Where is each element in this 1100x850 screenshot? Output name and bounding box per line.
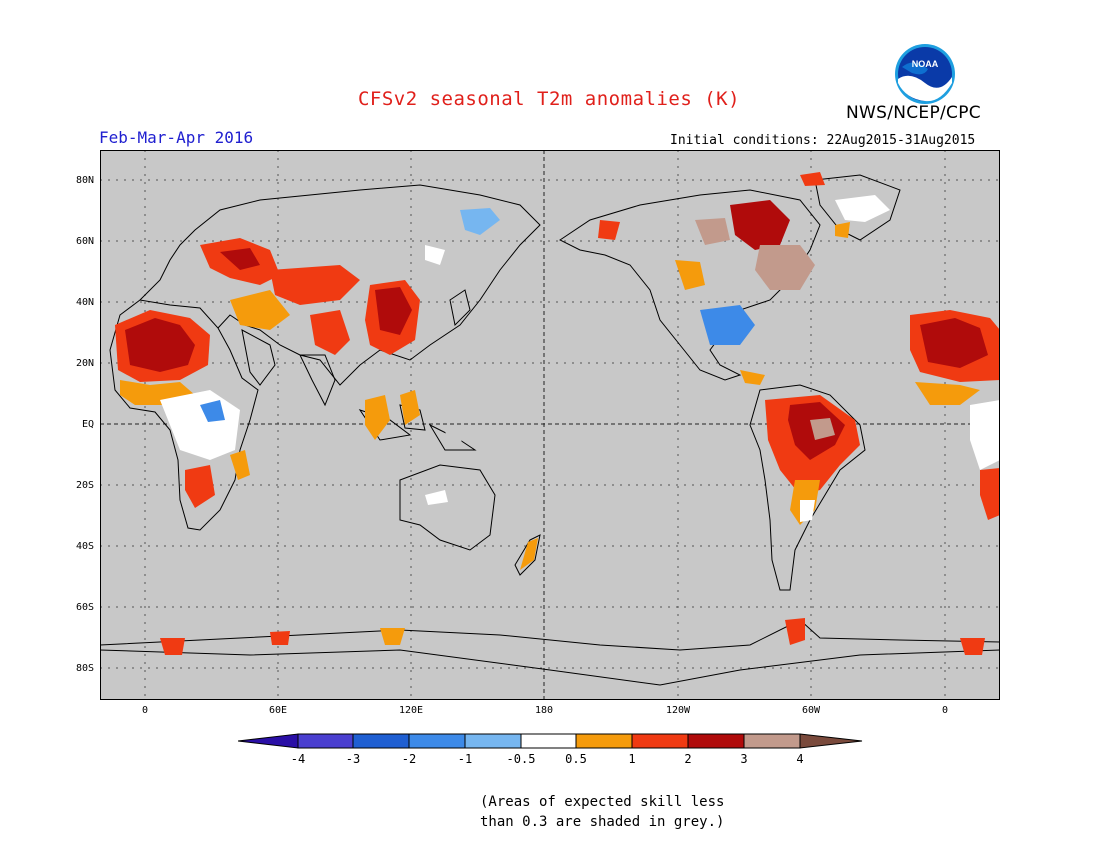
colorbar-bin bbox=[687, 733, 745, 749]
colorbar-label: 1 bbox=[628, 752, 636, 766]
lat-label-60s: 60S bbox=[75, 602, 94, 613]
skill-note: (Areas of expected skill less than 0.3 a… bbox=[480, 792, 724, 832]
lon-label-120w: 120W bbox=[665, 705, 691, 716]
lat-label-80n: 80N bbox=[75, 175, 94, 186]
colorbar-label: -1 bbox=[457, 752, 473, 766]
colorbar-arrow-high bbox=[799, 733, 863, 749]
map-title: CFSv2 seasonal T2m anomalies (K) bbox=[357, 88, 741, 110]
lat-label-20n: 20N bbox=[75, 358, 94, 369]
colorbar-label: -3 bbox=[345, 752, 361, 766]
colorbar bbox=[238, 733, 863, 749]
initial-conditions-label: Initial conditions: 22Aug2015-31Aug2015 bbox=[670, 133, 976, 148]
colorbar-label: 3 bbox=[740, 752, 748, 766]
colorbar-arrow-low bbox=[238, 733, 299, 749]
noaa-logo: NOAA bbox=[895, 44, 955, 104]
lon-label-0: 0 bbox=[141, 705, 149, 716]
lat-label-40n: 40N bbox=[75, 297, 94, 308]
skill-note-line-2: than 0.3 are shaded in grey.) bbox=[480, 814, 725, 830]
colorbar-bin bbox=[520, 733, 577, 749]
lon-label-60w: 60W bbox=[801, 705, 821, 716]
lat-label-60n: 60N bbox=[75, 236, 94, 247]
lon-label-0-right: 0 bbox=[941, 705, 949, 716]
lon-label-180: 180 bbox=[534, 705, 554, 716]
colorbar-label: 4 bbox=[796, 752, 804, 766]
colorbar-label: 2 bbox=[684, 752, 692, 766]
colorbar-label: -2 bbox=[401, 752, 417, 766]
colorbar-label: -0.5 bbox=[506, 752, 536, 766]
lat-label-eq: EQ bbox=[81, 419, 94, 430]
colorbar-bin bbox=[352, 733, 410, 749]
season-label: Feb-Mar-Apr 2016 bbox=[99, 128, 254, 147]
colorbar-label: -4 bbox=[290, 752, 306, 766]
map-gridlines bbox=[100, 150, 1000, 700]
lon-label-60e: 60E bbox=[268, 705, 288, 716]
lat-label-40s: 40S bbox=[75, 541, 94, 552]
lon-label-120e: 120E bbox=[398, 705, 424, 716]
noaa-logo-text: NOAA bbox=[912, 59, 939, 69]
colorbar-bin bbox=[743, 733, 801, 749]
colorbar-bin bbox=[631, 733, 689, 749]
skill-note-line-1: (Areas of expected skill less bbox=[480, 794, 725, 810]
colorbar-label: 0.5 bbox=[565, 752, 587, 766]
anomaly-shading bbox=[115, 172, 1000, 655]
colorbar-bin bbox=[408, 733, 466, 749]
colorbar-bin bbox=[464, 733, 522, 749]
agency-label: NWS/NCEP/CPC bbox=[846, 103, 981, 123]
anomaly-map bbox=[100, 150, 1000, 700]
lat-label-80s: 80S bbox=[75, 663, 94, 674]
colorbar-bin bbox=[575, 733, 633, 749]
colorbar-bin bbox=[297, 733, 354, 749]
lat-label-20s: 20S bbox=[75, 480, 94, 491]
